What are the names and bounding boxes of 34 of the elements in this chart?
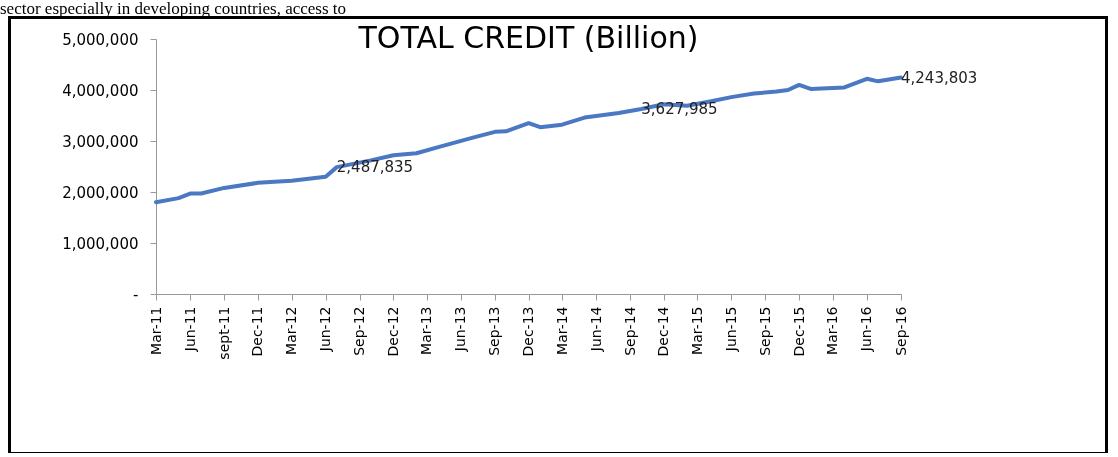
text: sector especially in developing countries, access to: [0, 0, 347, 18]
x-tick-label: Sep-14: [621, 306, 638, 356]
x-tick-label: Jun-15: [722, 306, 739, 353]
x-tick-label: Mar-15: [688, 306, 705, 355]
x-tick-label: Dec-15: [790, 306, 807, 357]
x-tick-label: Dec-14: [655, 306, 672, 357]
x-tick-label: Sep-12: [351, 306, 368, 356]
y-tick-label: -: [133, 285, 139, 304]
x-tick-label: Sep-15: [756, 306, 773, 356]
x-tick-label: Dec-12: [384, 306, 401, 357]
x-tick-label: Dec-11: [249, 306, 266, 357]
x-tick-label: Jun-13: [452, 306, 469, 353]
x-tick-label: Jun-16: [858, 306, 875, 353]
chart-title: TOTAL CREDIT (Billion): [357, 20, 699, 55]
y-tick-label: 1,000,000: [62, 234, 139, 253]
x-tick-label: Sep-16: [892, 306, 909, 356]
line-series: [154, 75, 903, 205]
x-tick-label: Jun-14: [587, 306, 604, 353]
x-tick-label: Mar-11: [147, 306, 164, 355]
y-tick-label: 2,000,000: [62, 183, 139, 202]
x-tick-label: Jun-12: [317, 306, 334, 353]
x-tick-label: Mar-12: [283, 306, 300, 355]
x-tick-label: Mar-14: [553, 306, 570, 355]
data-label: 4,243,803: [901, 68, 978, 87]
data-label: 2,487,835: [336, 158, 414, 177]
y-tick-label: 3,000,000: [62, 132, 139, 151]
x-tick-label: Mar-13: [418, 306, 435, 355]
x-tick-label: Jun-11: [181, 306, 198, 353]
x-tick-label: Mar-16: [824, 306, 841, 355]
x-tick-label: Sep-13: [486, 306, 503, 356]
x-tick-label: Dec-13: [520, 306, 537, 357]
y-tick-label: 4,000,000: [62, 81, 139, 100]
x-tick-label: sept-11: [215, 306, 232, 360]
y-tick-label: 5,000,000: [62, 30, 139, 49]
